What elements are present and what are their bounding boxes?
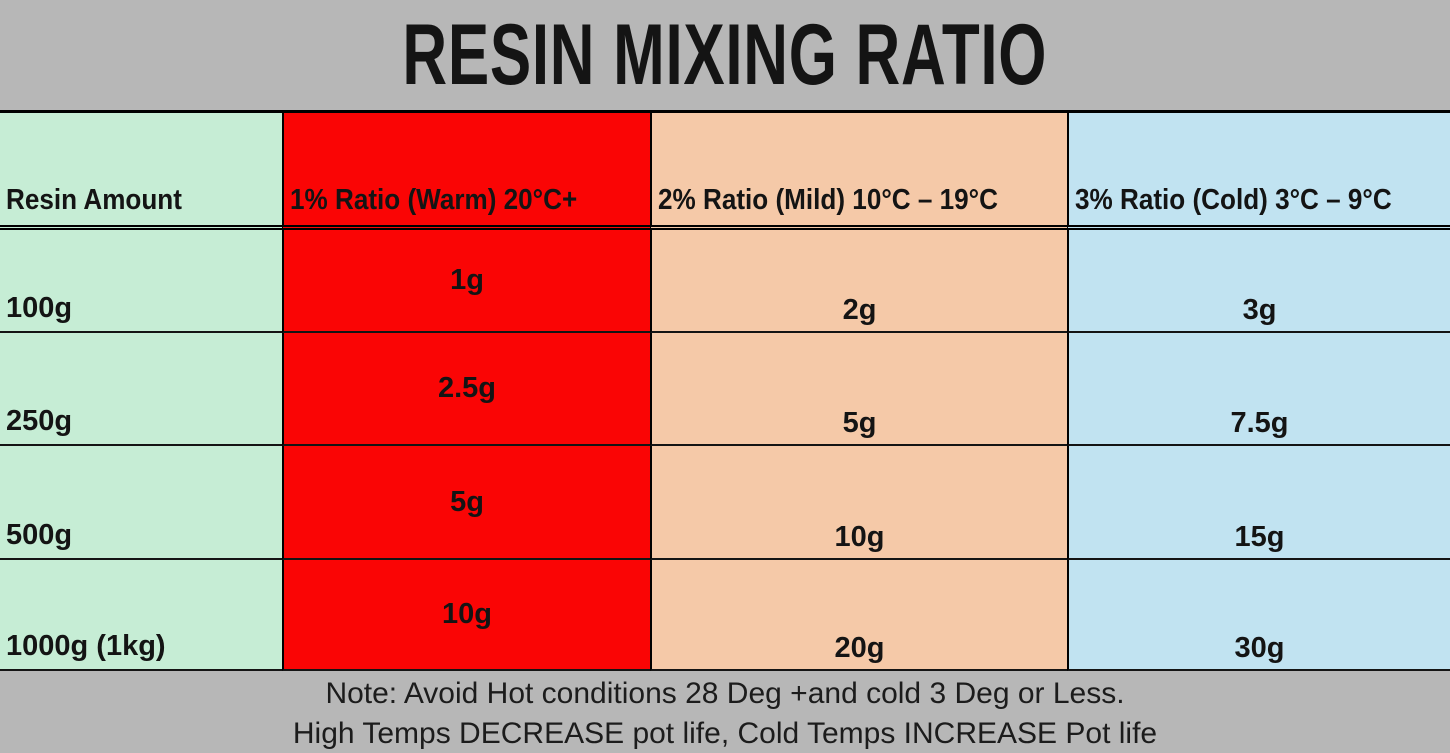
header-label: 2% Ratio (Mild) 10°C – 19°C — [658, 184, 998, 216]
value-100g-cold: 3g — [1067, 230, 1450, 333]
title-band: RESIN MIXING RATIO — [0, 0, 1450, 110]
value-1000g-warm: 10g — [282, 560, 650, 671]
value-1000g-cold: 30g — [1067, 560, 1450, 671]
row-label-1000g: 1000g (1kg) — [0, 560, 282, 671]
page-title: RESIN MIXING RATIO — [402, 6, 1048, 103]
header-label: 1% Ratio (Warm) 20°C+ — [290, 184, 578, 216]
row-label-500g: 500g — [0, 446, 282, 560]
value-100g-warm: 1g — [282, 230, 650, 333]
value-500g-mild: 10g — [650, 446, 1067, 560]
value-500g-warm: 5g — [282, 446, 650, 560]
note-line-2: High Temps DECREASE pot life, Cold Temps… — [292, 717, 1158, 750]
header-cell-resin-amount: Resin Amount — [0, 113, 282, 230]
header-label: Resin Amount — [6, 184, 182, 216]
header-cell-warm-ratio: 1% Ratio (Warm) 20°C+ — [282, 113, 650, 230]
row-label-250g: 250g — [0, 333, 282, 446]
value-250g-cold: 7.5g — [1067, 333, 1450, 446]
value-250g-warm: 2.5g — [282, 333, 650, 446]
value-250g-mild: 5g — [650, 333, 1067, 446]
value-1000g-mild: 20g — [650, 560, 1067, 671]
row-label-100g: 100g — [0, 230, 282, 333]
notes-section: Note: Avoid Hot conditions 28 Deg +and c… — [0, 671, 1450, 753]
value-500g-cold: 15g — [1067, 446, 1450, 560]
header-cell-mild-ratio: 2% Ratio (Mild) 10°C – 19°C — [650, 113, 1067, 230]
header-label: 3% Ratio (Cold) 3°C – 9°C — [1075, 184, 1392, 216]
resin-ratio-table: Resin Amount 1% Ratio (Warm) 20°C+ 2% Ra… — [0, 110, 1450, 671]
note-line-1: Note: Avoid Hot conditions 28 Deg +and c… — [325, 677, 1125, 710]
value-100g-mild: 2g — [650, 230, 1067, 333]
header-cell-cold-ratio: 3% Ratio (Cold) 3°C – 9°C — [1067, 113, 1450, 230]
